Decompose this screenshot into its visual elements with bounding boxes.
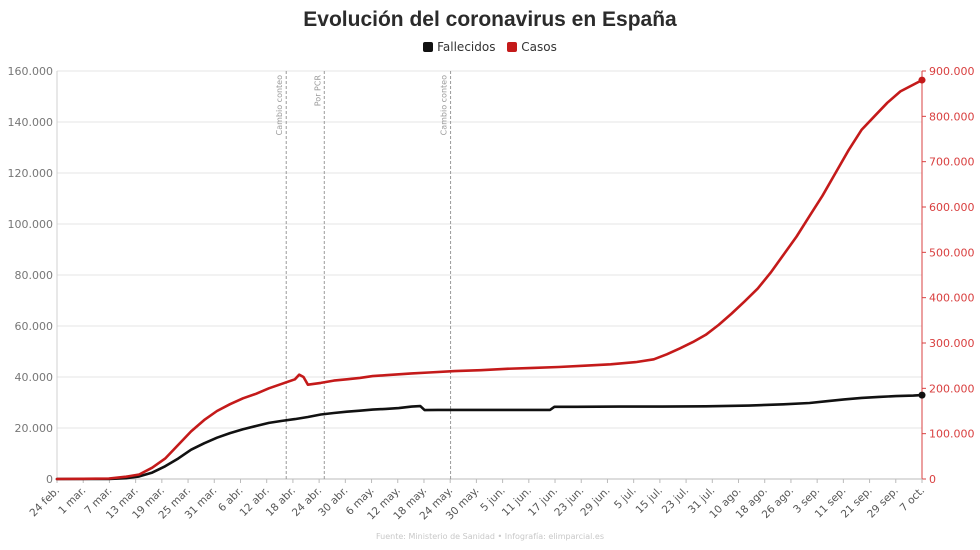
legend-label-fallecidos: Fallecidos <box>437 40 496 54</box>
legend-swatch-fallecidos <box>423 42 434 52</box>
y-right-tick-label: 100.000 <box>929 428 975 441</box>
legend-item-fallecidos[interactable]: Fallecidos <box>423 40 495 54</box>
y-left-tick-label: 160.000 <box>8 65 54 78</box>
y-left-tick-label: 20.000 <box>15 422 54 435</box>
y-left-tick-label: 60.000 <box>15 320 54 333</box>
y-right-tick-label: 900.000 <box>929 65 975 78</box>
chart-title: Evolución del coronavirus en España <box>303 8 677 31</box>
y-right-tick-label: 300.000 <box>929 337 975 350</box>
x-tick-label: 1 mar. <box>56 485 88 517</box>
series-line-fallecidos <box>55 393 924 481</box>
legend-label-casos: Casos <box>521 40 557 54</box>
y-left-tick-label: 0 <box>46 473 53 486</box>
y-right-tick-label: 200.000 <box>929 382 975 395</box>
annotation-label: Cambio conteo <box>440 75 449 135</box>
series-endpoint-casos <box>918 76 926 84</box>
annotation-label: Por PCR <box>313 75 322 107</box>
x-tick-label: 7 oct. <box>898 485 927 514</box>
y-right-tick-label: 400.000 <box>929 292 975 305</box>
y-right-tick-label: 500.000 <box>929 246 975 259</box>
series-line-casos <box>55 78 924 481</box>
y-right-tick-label: 800.000 <box>929 110 975 123</box>
x-tick-label: 15 jul. <box>634 485 665 516</box>
series-endpoint-fallecidos <box>918 391 926 399</box>
x-tick-label: 29 jun. <box>578 485 612 519</box>
y-left-tick-label: 100.000 <box>8 218 54 231</box>
y-left-tick-label: 80.000 <box>15 269 54 282</box>
x-tick-label: 23 jul. <box>660 485 691 516</box>
line-chart: 0 20.000 40.000 60.000 80.000 100.000 120.000 1… <box>8 65 975 522</box>
x-tick-label: 24 feb. <box>28 485 63 520</box>
y-right-tick-label: 0 <box>929 473 936 486</box>
legend-swatch-casos <box>507 42 518 52</box>
legend-item-casos[interactable]: Casos <box>507 40 557 54</box>
annotation-label: Cambio conteo <box>275 75 284 135</box>
x-tick-label: 30 abr. <box>316 485 350 519</box>
y-left-tick-label: 40.000 <box>15 371 54 384</box>
y-right-tick-label: 700.000 <box>929 156 975 169</box>
source-footer: Fuente: Ministerio de Sanidad • Infograf… <box>375 532 605 541</box>
y-left-tick-label: 140.000 <box>8 116 54 129</box>
legend: Fallecidos Casos <box>0 40 980 55</box>
y-left-tick-label: 120.000 <box>8 167 54 180</box>
y-right-tick-label: 600.000 <box>929 201 975 214</box>
